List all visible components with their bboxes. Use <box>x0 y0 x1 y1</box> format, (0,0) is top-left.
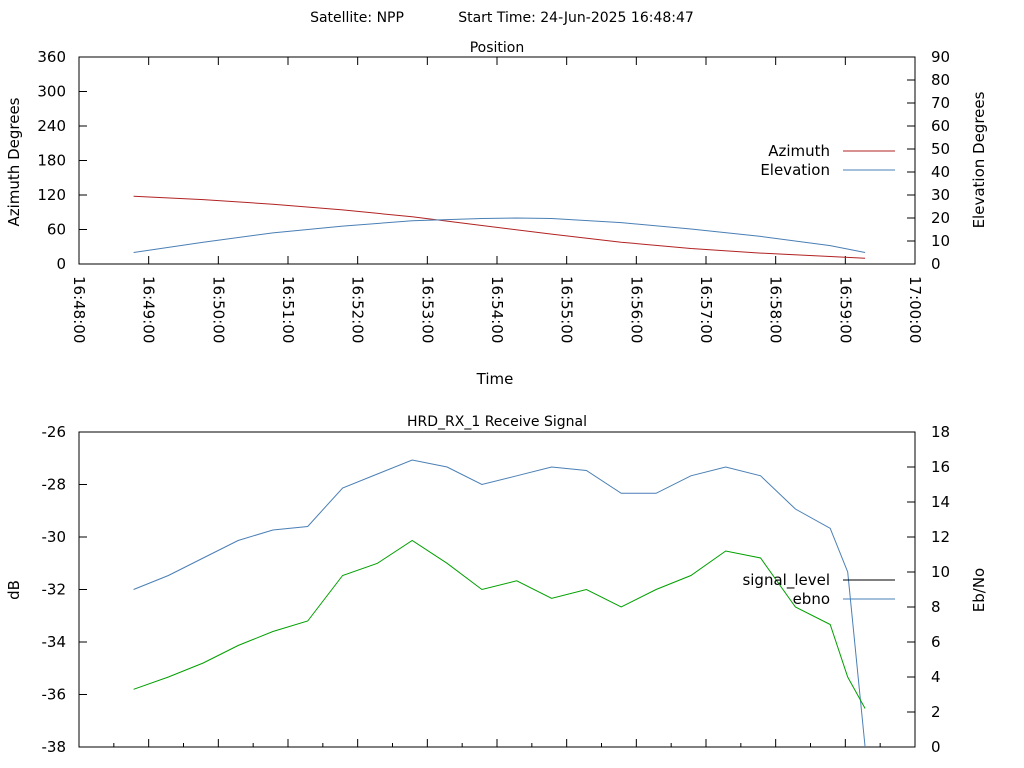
position-left-axis-tick-label-1: 60 <box>47 221 66 239</box>
position-xlabel: Time <box>476 370 514 388</box>
position-time-tick-label-12: 17:00:00 <box>906 276 924 343</box>
position-y2label: Elevation Degrees <box>970 91 988 228</box>
signal-right-axis: 0 2 4 6 8 10 12 14 16 18 <box>907 423 950 756</box>
signal-left-axis-tick-label-3: -32 <box>42 581 67 599</box>
signal-y2label: Eb/No <box>970 568 988 612</box>
signal-left-axis-tick-label-5: -36 <box>42 686 67 704</box>
signal-right-axis-tick-label-0: 0 <box>931 738 941 756</box>
position-time-tick-label-7: 16:55:00 <box>558 276 576 343</box>
position-right-axis-tick-label-6: 60 <box>931 117 950 135</box>
position-time-tick-label-11: 16:59:00 <box>836 276 854 343</box>
position-left-axis: 0 60 120 180 240 300 360 <box>37 48 87 273</box>
legend-signal-level-label: signal_level <box>742 571 830 590</box>
signal-left-axis-tick-label-4: -34 <box>42 633 67 651</box>
signal-chart: HRD_RX_1 Receive Signal -26-28-30-32-34-… <box>5 414 988 756</box>
signal-right-axis-tick-label-3: 6 <box>931 633 941 651</box>
legend-elevation-label: Elevation <box>760 161 830 179</box>
position-right-axis-tick-label-0: 0 <box>931 255 941 273</box>
signal-plot-frame <box>78 431 916 748</box>
position-time-tick-label-5: 16:53:00 <box>418 276 436 343</box>
position-time-tick-label-0: 16:48:00 <box>70 276 88 343</box>
position-right-axis-tick-label-4: 40 <box>931 163 950 181</box>
signal-series-group <box>133 459 866 748</box>
position-left-axis-tick-label-5: 300 <box>37 83 66 101</box>
position-time-tick-label-9: 16:57:00 <box>697 276 715 343</box>
signal-right-axis-tick-label-7: 14 <box>931 493 950 511</box>
signal-right-axis-tick-label-4: 8 <box>931 598 941 616</box>
position-time-tick-label-8: 16:56:00 <box>627 276 645 343</box>
position-left-axis-tick-label-2: 120 <box>37 186 66 204</box>
position-time-tick-label-4: 16:52:00 <box>349 276 367 343</box>
signal-left-axis: -26 -28 -30 -32 -34 -36 -38 <box>42 423 87 756</box>
signal-legend: signal_level ebno <box>742 571 895 608</box>
signal-time-ticks <box>78 739 916 747</box>
position-time-axis: 16:48:00 16:49:00 16:50:00 16:51:00 16:52:00… <box>70 57 924 343</box>
position-legend: Azimuth Elevation <box>760 142 895 179</box>
legend-ebno-label: ebno <box>793 590 830 608</box>
position-series-group <box>133 195 866 259</box>
signal-chart-title: HRD_RX_1 Receive Signal <box>407 414 587 430</box>
position-time-tick-label-1: 16:49:00 <box>140 276 158 343</box>
position-right-axis-tick-label-7: 70 <box>931 94 950 112</box>
signal-right-axis-tick-label-6: 12 <box>931 528 950 546</box>
position-right-axis-tick-label-2: 20 <box>931 209 950 227</box>
signal-series-2 <box>133 539 866 709</box>
signal-ylabel: dB <box>5 580 23 600</box>
position-left-axis-tick-label-6: 360 <box>37 48 66 66</box>
signal-left-axis-tick-label-6: -38 <box>42 738 67 756</box>
position-right-axis-tick-label-8: 80 <box>931 71 950 89</box>
position-right-axis-tick-label-3: 30 <box>931 186 950 204</box>
signal-right-axis-tick-label-5: 10 <box>931 563 950 581</box>
signal-left-axis-tick-label-1: -28 <box>42 476 67 494</box>
start-time-label: Start Time: 24-Jun-2025 16:48:47 <box>458 10 694 26</box>
legend-azimuth-label: Azimuth <box>768 142 830 160</box>
position-time-tick-label-3: 16:51:00 <box>279 276 297 343</box>
position-left-axis-tick-label-4: 240 <box>37 117 66 135</box>
signal-right-axis-tick-label-2: 4 <box>931 668 941 686</box>
signal-left-axis-tick-label-0: -26 <box>42 423 67 441</box>
signal-right-axis-tick-label-1: 2 <box>931 703 941 721</box>
position-chart-title: Position <box>470 40 525 56</box>
position-time-tick-label-6: 16:54:00 <box>488 276 506 343</box>
position-right-axis-tick-label-1: 10 <box>931 232 950 250</box>
position-ylabel: Azimuth Degrees <box>5 97 23 226</box>
position-right-axis-tick-label-5: 50 <box>931 140 950 158</box>
signal-series-1 <box>133 459 866 748</box>
position-right-axis-tick-label-9: 90 <box>931 48 950 66</box>
signal-right-axis-tick-label-8: 16 <box>931 458 950 476</box>
position-chart: Position 0 60 120 180 240 300 360 0 10 20 30 40 50 6… <box>5 40 988 388</box>
position-left-axis-tick-label-3: 180 <box>37 152 66 170</box>
signal-left-axis-tick-label-2: -30 <box>42 528 67 546</box>
position-series-0 <box>133 195 866 259</box>
position-time-tick-label-10: 16:58:00 <box>767 276 785 343</box>
position-time-tick-label-2: 16:50:00 <box>209 276 227 343</box>
signal-right-axis-tick-label-9: 18 <box>931 423 950 441</box>
satellite-label: Satellite: NPP <box>310 10 404 26</box>
position-series-1 <box>133 217 866 253</box>
position-left-axis-tick-label-0: 0 <box>56 255 66 273</box>
position-right-axis: 0 10 20 30 40 50 60 70 80 90 <box>907 48 950 273</box>
